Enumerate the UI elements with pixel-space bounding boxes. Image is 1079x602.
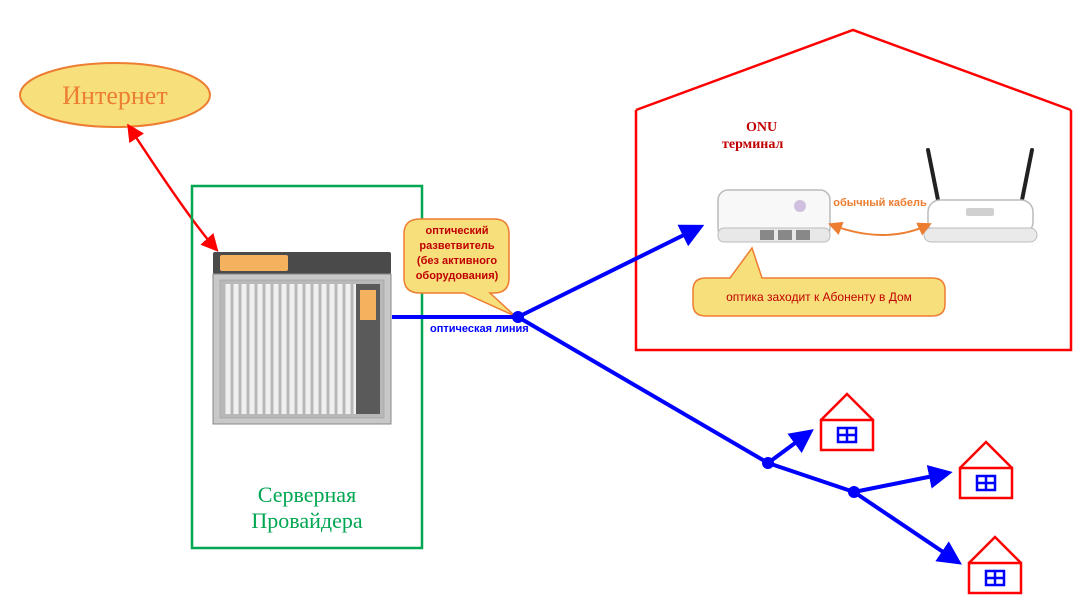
internet-server-link [130,128,215,248]
fiber-home-text: оптика заходит к Абоненту в Дом [726,290,912,304]
onu-label-1: ONU [746,120,777,135]
onu-device [718,190,830,242]
splitter-node-2 [762,457,774,469]
optical-line-label: оптическая линия [430,323,529,335]
server-room-label-1: Серверная [258,482,356,507]
small-house-2 [960,442,1012,498]
internet-cloud: Интернет [20,63,210,127]
small-house-1 [821,394,873,450]
splitter-node-1 [512,311,524,323]
splitter-node-3 [848,486,860,498]
onu-label-2: терминал [722,137,783,152]
internet-label: Интернет [62,81,167,110]
splitter-l4: оборудования) [416,270,499,282]
cable-arrow [832,225,928,235]
olt-server [213,252,391,424]
small-house-3 [969,537,1021,593]
splitter-callout: оптический разветвитель (без активного о… [404,219,515,316]
fiber-home-callout: оптика заходит к Абоненту в Дом [693,248,945,316]
wifi-router [924,150,1037,242]
cable-label: обычный кабель [833,197,927,209]
splitter-l1: оптический [425,225,488,237]
splitter-l3: (без активного [417,255,497,267]
server-room-label-2: Провайдера [251,508,362,533]
splitter-l2: разветвитель [419,240,494,252]
